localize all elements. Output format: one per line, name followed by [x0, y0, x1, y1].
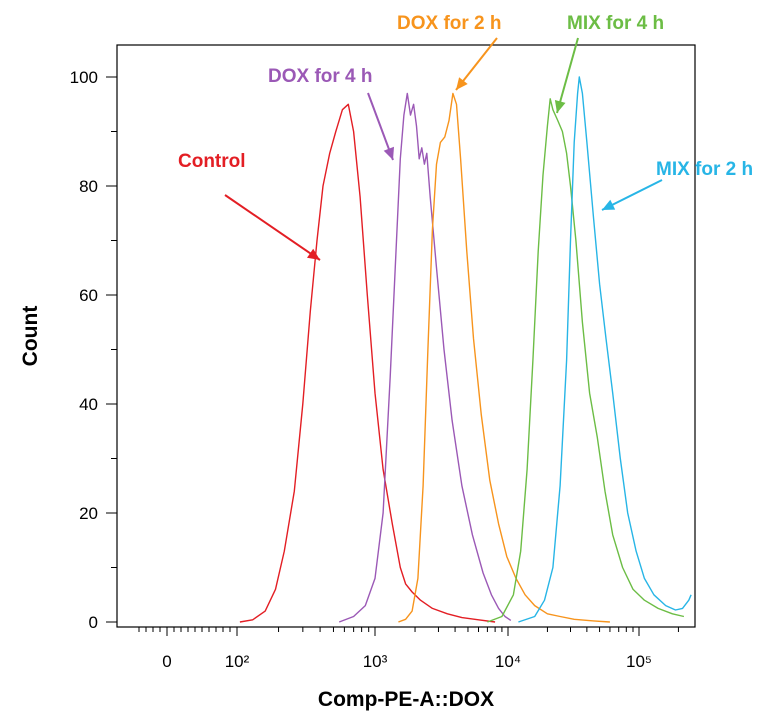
y-tick-label: 80 — [79, 177, 98, 196]
y-tick-label: 100 — [70, 68, 98, 87]
x-axis-title: Comp-PE-A::DOX — [318, 688, 494, 711]
x-axis-ticks: 0 10² 10³ 10⁴ 10⁵ — [138, 627, 679, 671]
y-axis-ticks: 0 20 40 60 80 100 — [70, 68, 117, 632]
series-line-3 — [487, 98, 685, 623]
x-tick-label: 10⁴ — [495, 652, 521, 671]
annotation-label-4: MIX for 2 h — [656, 159, 753, 180]
annotation-arrowhead-2 — [456, 77, 468, 90]
plot-frame — [116, 44, 696, 628]
annotation-label-1: DOX for 4 h — [268, 66, 373, 87]
x-tick-label: 10³ — [363, 652, 388, 671]
series-line-0 — [239, 103, 496, 623]
annotation-label-3: MIX for 4 h — [567, 13, 664, 34]
y-tick-label: 40 — [79, 395, 98, 414]
series-line-2 — [398, 92, 610, 623]
annotation-layer: Control DOX for 4 h DOX for 2 h MIX for 4 h… — [178, 13, 753, 261]
y-tick-label: 0 — [89, 613, 98, 632]
x-tick-label: 0 — [162, 652, 171, 671]
annotation-arrowhead-3 — [554, 100, 566, 113]
series-line-4 — [518, 76, 692, 623]
series-line-1 — [338, 92, 512, 623]
annotation-arrowhead-4 — [602, 199, 616, 210]
annotation-label-0: Control — [178, 151, 246, 172]
x-tick-label: 10⁵ — [626, 652, 652, 671]
y-tick-label: 60 — [79, 286, 98, 305]
annotation-arrow-0 — [224, 194, 321, 261]
y-tick-label: 20 — [79, 504, 98, 523]
annotation-arrowhead-1 — [383, 146, 394, 160]
annotation-arrowhead-0 — [307, 248, 320, 260]
y-axis-title: Count — [19, 306, 42, 367]
annotation-label-2: DOX for 2 h — [397, 13, 502, 34]
annotation-arrow-3 — [556, 37, 579, 114]
x-tick-label: 10² — [225, 652, 250, 671]
series-layer — [239, 76, 692, 623]
